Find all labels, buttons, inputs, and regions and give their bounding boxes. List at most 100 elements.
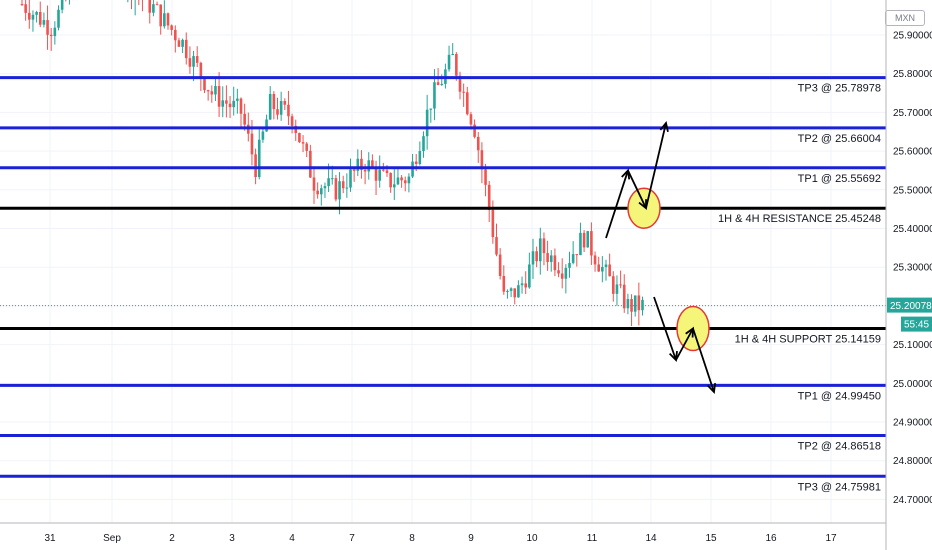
candle-body	[174, 29, 177, 41]
candle-body	[590, 231, 593, 256]
candle-body	[199, 62, 203, 78]
projection-down-arrow-3-head	[707, 382, 717, 394]
candle-body	[305, 143, 308, 151]
candle-body	[24, 4, 27, 13]
candle-body	[422, 136, 425, 152]
candle-body	[276, 109, 279, 115]
candle-body	[268, 93, 272, 120]
candle-body	[323, 186, 327, 189]
candle-body	[217, 86, 221, 107]
y-tick-label: 25.10000	[893, 340, 932, 351]
candle-body	[159, 4, 162, 27]
candle-body	[371, 160, 374, 167]
candle-body	[155, 4, 159, 6]
price-levels: TP3 @ 25.78978 TP2 @ 25.66004 TP1 @ 25.556…	[0, 76, 886, 493]
candle-body	[57, 9, 60, 28]
candle-body	[608, 264, 611, 277]
candle-body	[298, 133, 301, 143]
level-label: 1H & 4H SUPPORT 25.14159	[735, 334, 881, 346]
x-tick-label: 8	[409, 533, 415, 544]
candle-body	[177, 40, 181, 47]
candle-body	[593, 255, 597, 265]
candle-body	[294, 125, 298, 134]
candle-body	[462, 91, 465, 93]
candle-body	[49, 34, 53, 37]
candle-body	[46, 20, 49, 35]
x-tick-label: Sep	[103, 533, 121, 544]
candle-body	[250, 133, 254, 155]
countdown-label: 55:45	[904, 320, 929, 331]
candle-body	[163, 13, 166, 27]
y-tick-label: 25.50000	[893, 185, 932, 196]
candle-body	[148, 0, 152, 13]
candle-body	[429, 108, 433, 110]
projection-down-arrow-3	[692, 328, 715, 393]
projection-down-arrow-2	[653, 296, 677, 361]
x-tick-label: 15	[705, 533, 717, 544]
candle-body	[257, 139, 261, 177]
level-label: TP2 @ 25.66004	[798, 133, 881, 145]
y-tick-label: 24.70000	[893, 495, 932, 506]
projection-up-arrow-1	[605, 170, 629, 239]
candle-body	[630, 299, 633, 312]
candle-body	[553, 255, 557, 271]
candle-body	[560, 273, 564, 279]
trade-annotations	[605, 120, 717, 394]
x-tick-label: 31	[44, 533, 56, 544]
candle-body	[480, 150, 484, 170]
candle-body	[38, 11, 42, 25]
candle-body	[509, 288, 513, 291]
candle-body	[491, 209, 495, 238]
y-tick-label: 24.80000	[893, 456, 932, 467]
candle-body	[320, 188, 323, 195]
candle-body	[575, 254, 579, 256]
candle-body	[502, 275, 506, 292]
candle-body	[316, 190, 319, 195]
candle-body	[360, 158, 363, 170]
candle-body	[265, 119, 268, 132]
current-price-badge	[887, 297, 932, 313]
candle-body	[455, 54, 458, 76]
candle-body	[363, 169, 367, 172]
candle-body	[622, 284, 626, 309]
time-axis[interactable]: 31 Sep 2 3 4 7 8 9 10 11 14 15 16 17	[44, 533, 837, 544]
candle-body	[447, 54, 451, 70]
candle-body	[586, 231, 590, 248]
candle-body	[549, 255, 553, 262]
candle-body	[557, 270, 560, 274]
candle-body	[436, 82, 440, 85]
candle-body	[451, 54, 454, 56]
currency-badge[interactable]: MXN	[885, 10, 925, 26]
level-label: 1H & 4H RESISTANCE 25.45248	[718, 213, 881, 225]
candle-body	[633, 295, 637, 312]
candle-body	[341, 181, 345, 189]
candle-body	[539, 238, 542, 262]
current-price-label: 25.20078	[890, 301, 932, 312]
candle-body	[290, 116, 294, 126]
y-tick-label: 25.90000	[893, 31, 932, 42]
price-axis[interactable]: 25.90000 25.80000 25.70000 25.60000 25.50000…	[887, 31, 932, 506]
candle-body	[228, 103, 232, 108]
resistance-highlight-circle	[627, 187, 661, 229]
candle-body	[287, 104, 290, 117]
candle-body	[53, 27, 57, 37]
candle-body	[352, 169, 356, 171]
candle-body	[403, 180, 407, 184]
candle-body	[546, 253, 549, 262]
candle-body	[243, 113, 246, 125]
candle-body	[236, 98, 239, 101]
projection-up-arrow-2	[645, 122, 667, 209]
candle-body	[487, 184, 491, 210]
candle-body	[425, 109, 429, 137]
candle-body	[513, 288, 517, 298]
candle-body	[484, 169, 487, 185]
candle-body	[192, 56, 195, 67]
x-tick-label: 9	[468, 533, 474, 544]
candle-body	[579, 232, 582, 256]
candle-body	[181, 39, 184, 47]
candle-body	[261, 131, 265, 140]
candle-body	[535, 251, 538, 262]
candle-body	[615, 284, 619, 294]
candle-body	[334, 178, 338, 200]
